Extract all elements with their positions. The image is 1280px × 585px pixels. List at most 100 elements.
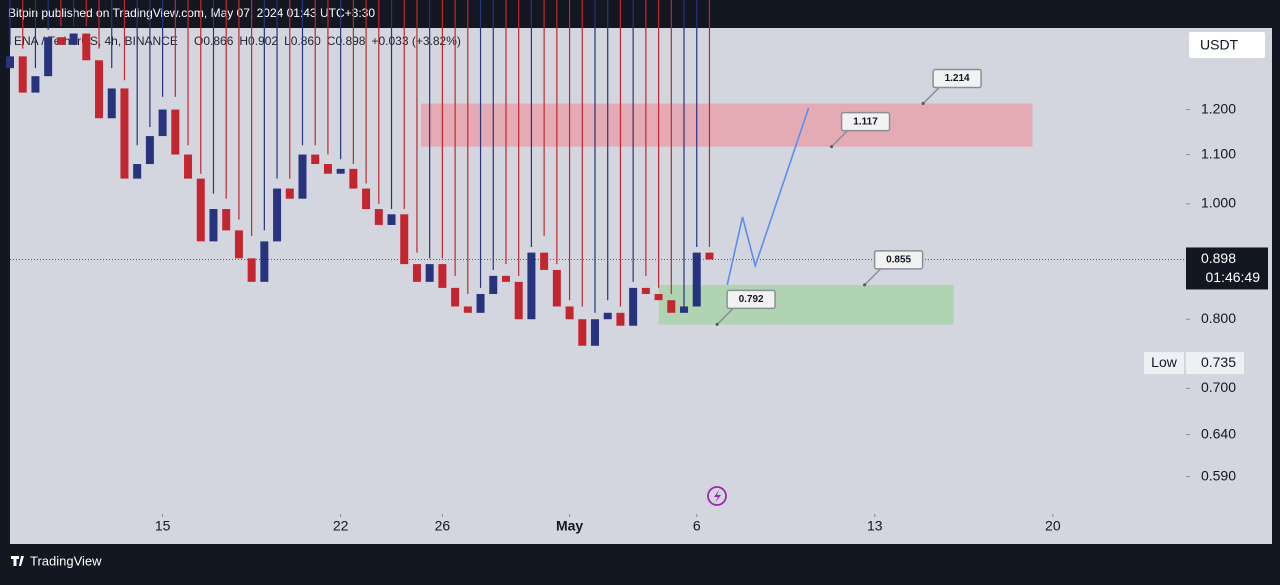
candle-body xyxy=(565,306,574,320)
x-tick-label: 6 xyxy=(693,518,701,534)
ohlc-value: C0.898 xyxy=(327,34,366,48)
y-tick-label: 0.700 xyxy=(1201,379,1236,395)
annotation-box xyxy=(840,111,891,132)
candle-body xyxy=(222,209,231,231)
annotation-label: 1.214 xyxy=(945,73,970,84)
candle-body xyxy=(298,154,307,199)
annotation-pointer xyxy=(831,130,849,148)
y-tick-label: 1.100 xyxy=(1201,145,1236,161)
candle-body xyxy=(527,252,536,320)
candle-body xyxy=(260,241,269,282)
candle-body xyxy=(44,37,53,77)
candle-body xyxy=(629,287,638,326)
candle-body xyxy=(540,252,549,270)
symbol: ENA / TetherUS, 4h, BINANCE xyxy=(14,34,178,48)
last-price-box xyxy=(1186,247,1268,290)
candle-body xyxy=(387,214,396,225)
candle-body xyxy=(412,264,421,282)
publisher: Bitpin published on TradingView.com, May… xyxy=(8,6,375,20)
candle-body xyxy=(654,294,663,301)
annotation-label: 0.792 xyxy=(739,294,764,305)
candle-body xyxy=(234,230,243,259)
candle-body xyxy=(641,287,650,295)
currency: USDT xyxy=(1200,37,1239,53)
candle-body xyxy=(667,300,676,313)
candle-body xyxy=(514,281,523,320)
candle-body xyxy=(400,214,409,265)
candle-body xyxy=(273,188,282,242)
low-name: Low xyxy=(1151,354,1178,370)
candle-body xyxy=(184,154,193,179)
x-tick-label: 20 xyxy=(1045,518,1061,534)
y-tick-label: 0.590 xyxy=(1201,467,1236,483)
event-bolt xyxy=(714,490,721,503)
footer-logo xyxy=(11,556,24,566)
x-tick-label: 13 xyxy=(867,518,883,534)
annotation-label: 1.117 xyxy=(853,116,878,127)
candle-body xyxy=(145,136,154,165)
currency-box xyxy=(1189,32,1265,58)
y-tick-label: 1.000 xyxy=(1201,195,1236,211)
candle-body xyxy=(616,312,625,326)
candle-body xyxy=(680,306,689,313)
candle-body xyxy=(69,33,78,45)
candle-body xyxy=(133,164,142,179)
candle-body xyxy=(336,168,345,174)
candle-body xyxy=(476,294,485,313)
candle-body xyxy=(247,258,256,282)
candle-body xyxy=(18,56,27,93)
y-tick-label: 0.640 xyxy=(1201,425,1236,441)
countdown: 01:46:49 xyxy=(1206,269,1261,285)
x-tick-label: 26 xyxy=(435,518,451,534)
zone xyxy=(658,284,954,325)
ohlc-value: +0.033 (+3.82%) xyxy=(371,34,460,48)
low-value-box xyxy=(1186,352,1244,375)
candle-body xyxy=(374,209,383,225)
candle-body xyxy=(56,37,65,45)
candle-body xyxy=(209,209,218,242)
annotation-point xyxy=(921,102,925,106)
candle-body xyxy=(362,188,371,210)
candle-body xyxy=(285,188,294,199)
y-tick-label: 1.200 xyxy=(1201,100,1236,116)
candle-body xyxy=(311,154,320,165)
annotation-point xyxy=(715,322,719,326)
x-tick-label: 15 xyxy=(155,518,171,534)
candle-body xyxy=(196,178,205,242)
annotation-box xyxy=(873,250,924,270)
candle-body xyxy=(323,164,332,174)
annotation-pointer xyxy=(922,87,940,105)
zone xyxy=(421,103,1033,147)
y-tick-label: 0.800 xyxy=(1201,310,1236,326)
event-icon xyxy=(707,486,727,506)
candle-body xyxy=(349,168,358,189)
footer-logo-text: TradingView xyxy=(30,553,102,568)
annotation-point xyxy=(863,283,867,287)
candle-body xyxy=(501,275,510,282)
low-name-box xyxy=(1144,352,1184,375)
last-price: 0.898 xyxy=(1201,250,1236,266)
plot: 1.200 1.100 1.000 0.800 0.700 0.640 0.590 15 22 2… xyxy=(6,0,1268,534)
annotation-pointer xyxy=(716,307,734,325)
annotation-box xyxy=(726,289,776,310)
annotation-label: 0.855 xyxy=(886,254,911,265)
candle-body xyxy=(438,264,447,288)
x-tick-label: 22 xyxy=(333,518,349,534)
candle-body xyxy=(591,319,599,346)
candle-body xyxy=(705,252,714,260)
annotation-pointer xyxy=(864,268,882,286)
candle-body xyxy=(552,269,561,307)
candle-body xyxy=(489,275,498,295)
candle-body xyxy=(171,109,180,155)
candle-body xyxy=(107,88,116,119)
candle-body xyxy=(692,252,701,307)
candle-body xyxy=(425,264,434,282)
candle-body xyxy=(6,56,14,69)
candle-body xyxy=(451,287,460,307)
candle-body xyxy=(31,76,40,93)
low-value: 0.735 xyxy=(1201,354,1236,370)
candle-body xyxy=(578,319,587,346)
candle-body xyxy=(463,306,472,313)
ohlc-legend: O0.866 H0.902 L0.860 C0.898 +0.033 (+3.82%) xyxy=(194,34,461,48)
